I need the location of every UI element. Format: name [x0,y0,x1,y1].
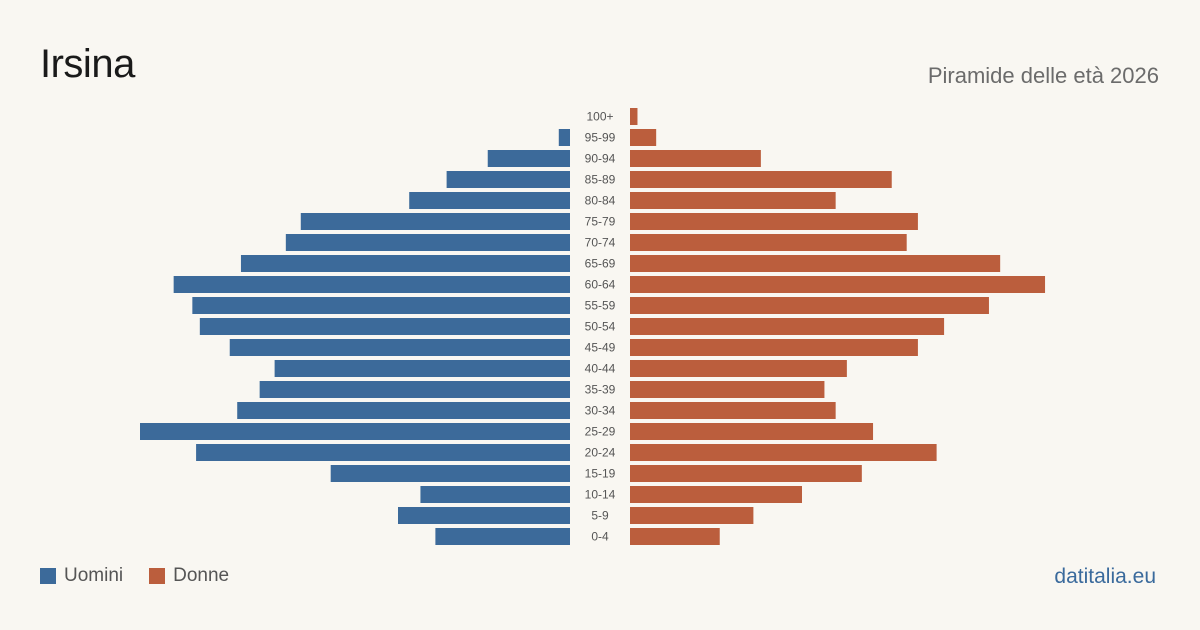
bar-male-35-39 [259,381,570,398]
bar-female-100+ [630,108,638,125]
bar-female-25-29 [630,423,874,440]
bar-female-35-39 [630,381,825,398]
age-group-label: 25-29 [585,425,616,439]
bar-male-80-84 [409,192,570,209]
bar-female-90-94 [630,150,761,167]
bar-male-20-24 [196,444,570,461]
legend-swatch-male [40,568,56,584]
legend-item-male: Uomini [40,565,123,587]
legend-swatch-female [149,568,166,584]
age-group-label: 30-34 [585,404,616,418]
bar-female-40-44 [630,360,847,377]
bar-male-65-69 [240,255,570,272]
bar-male-25-29 [140,423,570,440]
chart-subtitle: Piramide delle età 2026 [927,63,1159,88]
bar-male-95-99 [558,129,570,146]
age-group-label: 90-94 [585,152,616,166]
bar-male-40-44 [274,360,570,377]
legend-label-male: Uomini [64,565,124,586]
bar-female-65-69 [630,255,1001,272]
bar-male-55-59 [192,297,570,314]
age-group-label: 95-99 [585,131,616,145]
bar-male-5-9 [398,507,570,524]
bar-male-30-34 [237,402,570,419]
bar-male-10-14 [420,486,570,503]
bar-male-70-74 [285,234,570,251]
age-group-label: 100+ [586,110,613,124]
bar-female-0-4 [630,528,720,545]
legend-item-female: Donne [149,565,229,587]
bar-male-75-79 [300,213,570,230]
bar-female-5-9 [630,507,754,524]
bar-female-85-89 [630,171,892,188]
age-group-label: 20-24 [585,446,616,460]
age-group-label: 80-84 [585,194,616,208]
bar-female-10-14 [630,486,802,503]
age-group-label: 50-54 [585,320,616,334]
bar-female-95-99 [630,129,657,146]
chart-title: Irsina [40,42,135,86]
age-group-label: 65-69 [585,257,616,271]
age-group-label: 0-4 [591,530,609,544]
bar-female-55-59 [630,297,989,314]
age-group-label: 70-74 [585,236,616,250]
legend: Uomini Donne [40,565,255,587]
age-group-label: 5-9 [591,509,609,523]
age-group-label: 40-44 [585,362,616,376]
bar-female-70-74 [630,234,907,251]
bar-male-60-64 [173,276,571,293]
bar-female-20-24 [630,444,937,461]
bar-female-45-49 [630,339,918,356]
bar-male-90-94 [487,150,570,167]
age-group-label: 15-19 [585,467,616,481]
bar-female-50-54 [630,318,945,335]
bar-male-45-49 [229,339,570,356]
bar-female-60-64 [630,276,1046,293]
age-group-label: 75-79 [585,215,616,229]
age-group-label: 45-49 [585,341,616,355]
bar-female-15-19 [630,465,862,482]
age-group-label: 35-39 [585,383,616,397]
bar-male-15-19 [330,465,570,482]
bar-male-0-4 [435,528,570,545]
bar-male-50-54 [199,318,570,335]
age-group-label: 10-14 [585,488,616,502]
bar-female-75-79 [630,213,918,230]
bar-female-80-84 [630,192,836,209]
legend-label-female: Donne [173,565,230,586]
bar-female-30-34 [630,402,836,419]
age-group-label: 55-59 [585,299,616,313]
bar-male-85-89 [446,171,570,188]
brand-link[interactable]: datitalia.eu [1054,565,1156,588]
age-group-label: 60-64 [585,278,616,292]
age-group-label: 85-89 [585,173,616,187]
